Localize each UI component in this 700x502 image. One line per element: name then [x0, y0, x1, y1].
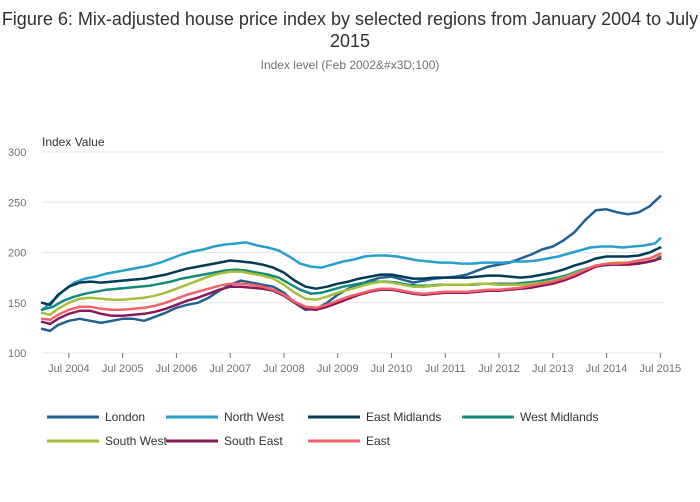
legend-item[interactable]: East Midlands [308, 410, 441, 424]
legend-label: East [366, 434, 391, 448]
legend-item[interactable]: East [308, 434, 391, 448]
legend-label: London [105, 410, 145, 424]
x-tick-label: Jul 2005 [102, 363, 144, 375]
gridlines [42, 151, 663, 354]
series-lines [40, 194, 662, 333]
y-axis-ticks: 100 150 200 250 300 [8, 147, 26, 360]
legend-item[interactable]: North West [166, 410, 284, 424]
y-tick-label: 200 [8, 248, 26, 260]
series-line-london [40, 194, 662, 333]
legend-item[interactable]: London [47, 410, 145, 424]
x-tick-label: Jul 2004 [48, 363, 90, 375]
legend-label: East Midlands [366, 410, 441, 424]
x-tick-label: Jul 2014 [586, 363, 628, 375]
legend-item[interactable]: South East [166, 434, 283, 448]
x-tick-label: Jul 2015 [640, 363, 682, 375]
y-tick-label: 250 [8, 197, 26, 209]
x-tick-label: Jul 2010 [371, 363, 413, 375]
legend-label: South West [105, 434, 167, 448]
series-line-east [40, 252, 662, 322]
legend-label: South East [224, 434, 283, 448]
series-line-west-midlands [40, 255, 662, 312]
legend: London North West East Midlands West Midlan… [47, 410, 598, 448]
x-tick-label: Jul 2009 [317, 363, 359, 375]
legend-item[interactable]: South West [47, 434, 167, 448]
x-axis-ticks: Jul 2004 Jul 2005 Jul 2006 Jul 2007 Jul 2008… [48, 353, 681, 375]
chart-title: Figure 6: Mix-adjusted house price index… [1, 9, 699, 51]
legend-label: North West [224, 410, 284, 424]
series-line-north-west [40, 237, 662, 312]
x-tick-label: Jul 2011 [425, 363, 466, 375]
y-tick-label: 100 [8, 348, 26, 360]
x-tick-label: Jul 2012 [478, 363, 520, 375]
series-line-east-midlands [40, 246, 662, 307]
y-tick-label: 300 [8, 147, 26, 159]
series-line-south-east [40, 257, 662, 326]
x-tick-label: Jul 2013 [532, 363, 574, 375]
legend-item[interactable]: West Midlands [462, 410, 598, 424]
legend-label: West Midlands [520, 410, 598, 424]
y-axis-label: Index Value [42, 135, 105, 149]
y-tick-label: 150 [8, 298, 26, 310]
x-tick-label: Jul 2008 [263, 363, 305, 375]
chart-subtitle: Index level (Feb 2002&#x3D;100) [260, 58, 440, 72]
x-tick-label: Jul 2006 [156, 363, 198, 375]
x-tick-label: Jul 2007 [209, 363, 251, 375]
